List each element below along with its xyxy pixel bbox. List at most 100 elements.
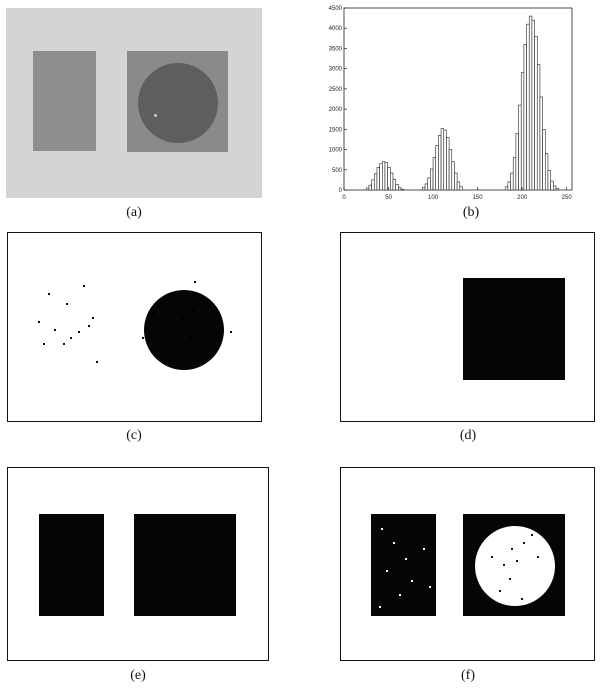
histogram-bar [392, 179, 396, 191]
noise-speck [523, 542, 525, 544]
histogram-bar [515, 133, 519, 191]
square-black [463, 278, 565, 380]
panel-a-label: (a) [126, 205, 142, 220]
noise-speck [88, 325, 90, 327]
histogram-bar [512, 157, 517, 191]
x-tick-label: 0 [342, 195, 346, 201]
noise-speck [168, 343, 170, 345]
histogram-bar [518, 104, 522, 191]
histogram-bar [526, 23, 530, 191]
histogram-bar [542, 129, 546, 191]
histogram-bar [400, 188, 404, 191]
histogram-bar [552, 185, 557, 191]
noise-speck [531, 534, 533, 536]
circle-black [144, 290, 224, 370]
histogram-bar [451, 161, 455, 191]
noise-speck [499, 590, 501, 592]
histogram-bar [390, 172, 394, 191]
noise-speck [503, 564, 505, 566]
circle-white [475, 526, 555, 606]
histogram-bar [534, 36, 538, 191]
noise-speck [429, 586, 431, 588]
rectangle-left-black [39, 514, 104, 616]
noise-speck [188, 325, 190, 327]
noise-speck [96, 361, 98, 363]
x-tick-label: 100 [428, 195, 439, 201]
panel-a-image [6, 8, 262, 198]
panel-d [340, 232, 595, 422]
noise-speck [184, 337, 186, 339]
x-tick-label: 50 [385, 195, 392, 201]
histogram-bar [454, 172, 458, 191]
panel-f-label: (f) [461, 668, 475, 683]
panel-b: 0 50 100 150 200 250 0 500 1000 1500 2000 2500 3000 3… [318, 2, 580, 202]
noise-speck [43, 343, 45, 345]
histogram-bar [459, 186, 463, 191]
panel-c [7, 232, 262, 422]
histogram-bar [384, 162, 388, 191]
noise-speck [399, 594, 401, 596]
noise-speck [78, 331, 80, 333]
histogram-bar [430, 168, 434, 191]
histogram-bar [528, 15, 533, 191]
panel-e [7, 467, 269, 661]
noise-speck [386, 570, 388, 572]
histogram-bar [398, 187, 402, 191]
rectangle-left [33, 51, 96, 151]
panel-b-label: (b) [462, 205, 480, 220]
noise-speck [198, 309, 200, 311]
y-tick-label: 3500 [329, 46, 343, 52]
noise-speck [509, 578, 511, 580]
histogram-bar [371, 179, 375, 191]
rectangle-left-black [371, 514, 436, 616]
noise-speck [511, 548, 513, 550]
noise-speck [393, 542, 395, 544]
noise-speck [92, 317, 94, 319]
noise-speck [405, 558, 407, 560]
noise-speck [48, 293, 50, 295]
histogram-chart: 0 50 100 150 200 2500500100015002000250030003… [329, 6, 573, 201]
histogram-bar [432, 157, 437, 191]
histogram-bar [531, 19, 535, 191]
histogram-bar [507, 181, 511, 191]
y-tick-label: 500 [332, 168, 343, 174]
noise-speck [158, 313, 160, 315]
histogram-bar [550, 180, 554, 191]
histogram-bar [539, 96, 543, 191]
histogram-bar [395, 184, 399, 191]
y-tick-label: 2000 [329, 107, 343, 113]
histogram-bar [547, 170, 551, 191]
noise-speck [70, 337, 72, 339]
histogram-bar [438, 135, 442, 191]
histogram-bar [504, 186, 509, 191]
noise-speck [176, 317, 178, 319]
histogram-bar [555, 188, 559, 191]
noise-speck [411, 580, 413, 582]
bright-speck [154, 114, 157, 117]
noise-speck [491, 556, 493, 558]
noise-speck [381, 528, 383, 530]
noise-speck [54, 329, 56, 331]
panel-e-label: (e) [130, 668, 146, 683]
noise-speck [83, 285, 85, 287]
histogram-bar [365, 187, 370, 191]
panel-d-label: (d) [459, 428, 477, 443]
histogram-bar [523, 44, 527, 191]
histogram-bar [381, 161, 386, 191]
noise-speck [537, 556, 539, 558]
x-tick-label: 200 [517, 195, 528, 201]
histogram-bar [435, 145, 439, 191]
panel-f [340, 467, 595, 661]
noise-speck [194, 281, 196, 283]
histogram-bar [379, 163, 383, 191]
y-tick-label: 4500 [329, 6, 343, 12]
y-tick-label: 2500 [329, 87, 343, 93]
noise-speck [521, 598, 523, 600]
histogram-bar [373, 173, 378, 191]
histogram-bar [368, 184, 372, 191]
noise-speck [423, 548, 425, 550]
histogram-bar [387, 167, 391, 191]
x-tick-label: 150 [473, 195, 484, 201]
histogram-bar [443, 129, 447, 191]
panel-a [6, 8, 262, 198]
